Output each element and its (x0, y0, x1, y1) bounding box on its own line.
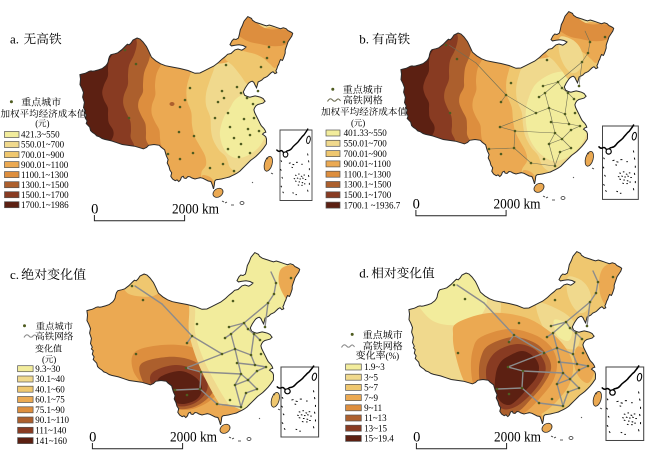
svg-text:700.01~900: 700.01~900 (21, 150, 65, 160)
svg-text:700.01~900: 700.01~900 (344, 149, 388, 159)
svg-text:1300.1~1500: 1300.1~1500 (344, 180, 392, 190)
svg-text:2000 km: 2000 km (494, 197, 542, 213)
svg-text:): ) (53, 354, 56, 364)
svg-text:900.01~1100: 900.01~1100 (344, 159, 392, 169)
svg-text:111~140: 111~140 (35, 426, 67, 436)
svg-text:900.01~1100: 900.01~1100 (21, 160, 69, 170)
svg-text:): ) (47, 118, 50, 128)
svg-text:d.: d. (359, 266, 369, 281)
svg-text:15~19.4: 15~19.4 (364, 434, 394, 444)
svg-text:(: ( (35, 118, 38, 128)
svg-text:2000 km: 2000 km (170, 430, 218, 446)
svg-text:5~7: 5~7 (364, 383, 378, 393)
svg-text:(: ( (42, 354, 45, 364)
svg-text:11~13: 11~13 (364, 413, 387, 423)
svg-text:1100.1~1300: 1100.1~1300 (344, 169, 392, 179)
svg-text:1700.1~1986: 1700.1~1986 (21, 200, 69, 210)
svg-text:1300.1~1500: 1300.1~1500 (21, 180, 69, 190)
svg-text:9.3~30: 9.3~30 (35, 364, 61, 374)
svg-text:3~5: 3~5 (364, 372, 378, 382)
svg-text:c.: c. (10, 267, 19, 282)
svg-text:90.1~110: 90.1~110 (35, 415, 69, 425)
svg-text:30.1~40: 30.1~40 (35, 374, 65, 384)
svg-text:550.01~700: 550.01~700 (344, 139, 388, 149)
svg-text:7~9: 7~9 (364, 393, 378, 403)
svg-text:0: 0 (413, 197, 420, 213)
svg-text:60.1~75: 60.1~75 (35, 395, 65, 405)
svg-text:9~11: 9~11 (364, 403, 382, 413)
svg-text:2000 km: 2000 km (494, 430, 542, 446)
svg-text:a.: a. (10, 31, 19, 46)
svg-text:0: 0 (89, 430, 96, 446)
svg-text:(: ( (351, 118, 354, 128)
svg-text:75.1~90: 75.1~90 (35, 405, 65, 415)
svg-text:0: 0 (91, 202, 98, 218)
svg-text:(%): (%) (386, 351, 400, 361)
svg-text:421.3~550: 421.3~550 (21, 130, 60, 140)
svg-text:1500.1~1700: 1500.1~1700 (21, 190, 69, 200)
svg-text:40.1~60: 40.1~60 (35, 384, 65, 394)
svg-text:1100.1~1300: 1100.1~1300 (21, 170, 69, 180)
svg-text:b.: b. (359, 31, 369, 46)
svg-text:401.33~550: 401.33~550 (344, 128, 388, 138)
svg-text:2000 km: 2000 km (172, 202, 220, 218)
svg-text:1500.1~1700: 1500.1~1700 (344, 190, 392, 200)
svg-text:1700.1 ~1936.7: 1700.1 ~1936.7 (344, 200, 401, 210)
svg-text:1.9~3: 1.9~3 (364, 362, 385, 372)
svg-text:13~15: 13~15 (364, 423, 387, 433)
svg-text:550.01~700: 550.01~700 (21, 140, 65, 150)
svg-text:141~160: 141~160 (35, 436, 67, 446)
svg-text:0: 0 (413, 430, 420, 446)
svg-text:): ) (362, 118, 365, 128)
